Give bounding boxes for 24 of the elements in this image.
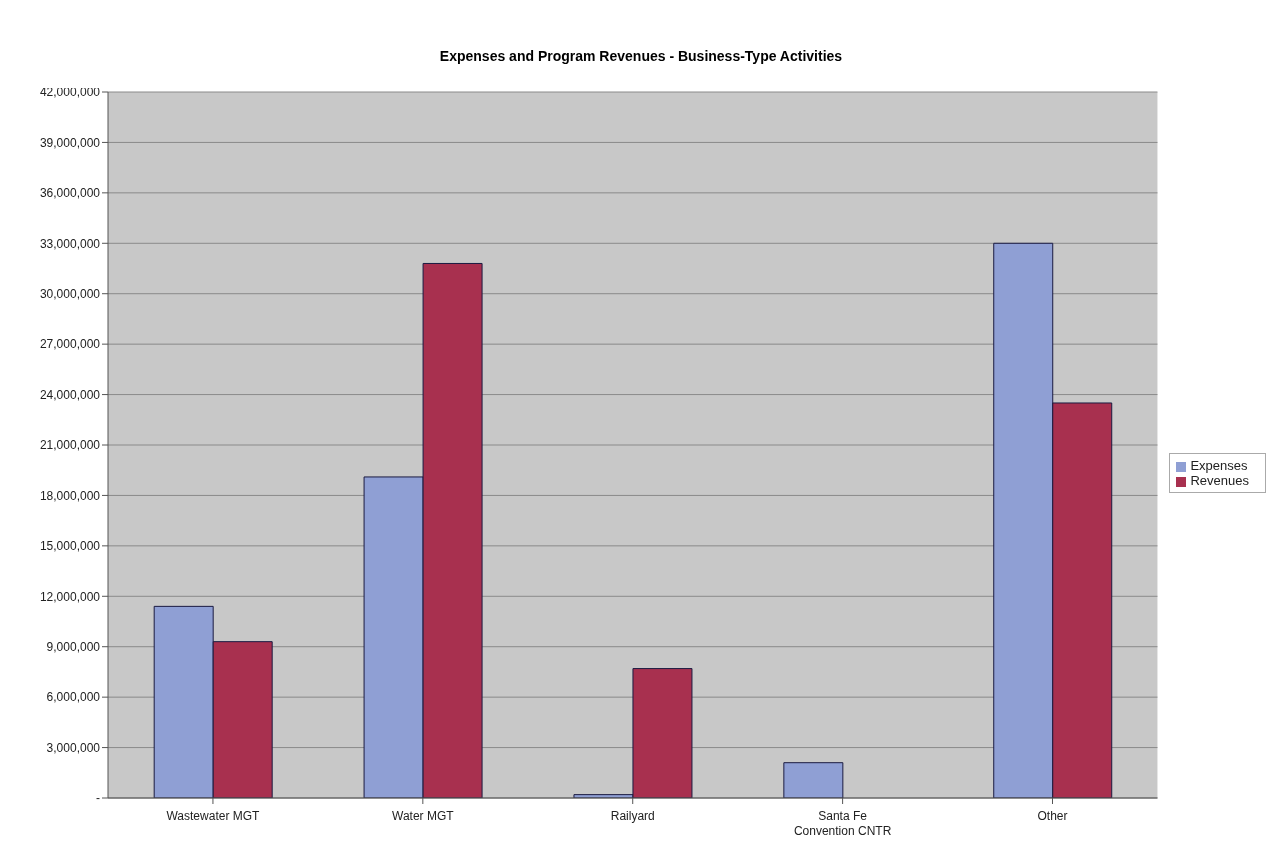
x-tick-label: Railyard — [610, 809, 655, 823]
y-tick-label: 18,000,000 — [39, 488, 101, 503]
legend-label: Revenues — [1190, 473, 1249, 488]
y-tick-label: 42,000,000 — [39, 85, 101, 100]
y-tick-label: 30,000,000 — [39, 286, 101, 301]
y-tick-label: 3,000,000 — [46, 740, 101, 755]
y-tick-label: 39,000,000 — [39, 135, 101, 150]
bar — [783, 762, 844, 798]
y-tick-label: 33,000,000 — [39, 236, 101, 251]
x-tick-label: Other — [1037, 809, 1068, 823]
y-tick-label: 24,000,000 — [39, 387, 101, 402]
y-tick-label: 36,000,000 — [39, 186, 101, 201]
x-tick-label: Wastewater MGT — [166, 809, 261, 823]
chart-title: Expenses and Program Revenues - Business-Type Activities — [439, 48, 843, 64]
y-tick-label: - — [96, 791, 100, 806]
y-tick-label: 15,000,000 — [39, 539, 101, 554]
legend-label: Expenses — [1190, 458, 1248, 473]
y-tick-label: 9,000,000 — [46, 639, 101, 654]
y-tick-label: 12,000,000 — [39, 589, 101, 604]
x-tick-label: Water MGT — [392, 809, 455, 823]
y-tick-label: 27,000,000 — [39, 337, 101, 352]
y-tick-label: 21,000,000 — [39, 438, 101, 453]
x-tick-label: Santa Fe Convention CNTR — [793, 809, 892, 838]
y-tick-label: 6,000,000 — [46, 690, 101, 705]
